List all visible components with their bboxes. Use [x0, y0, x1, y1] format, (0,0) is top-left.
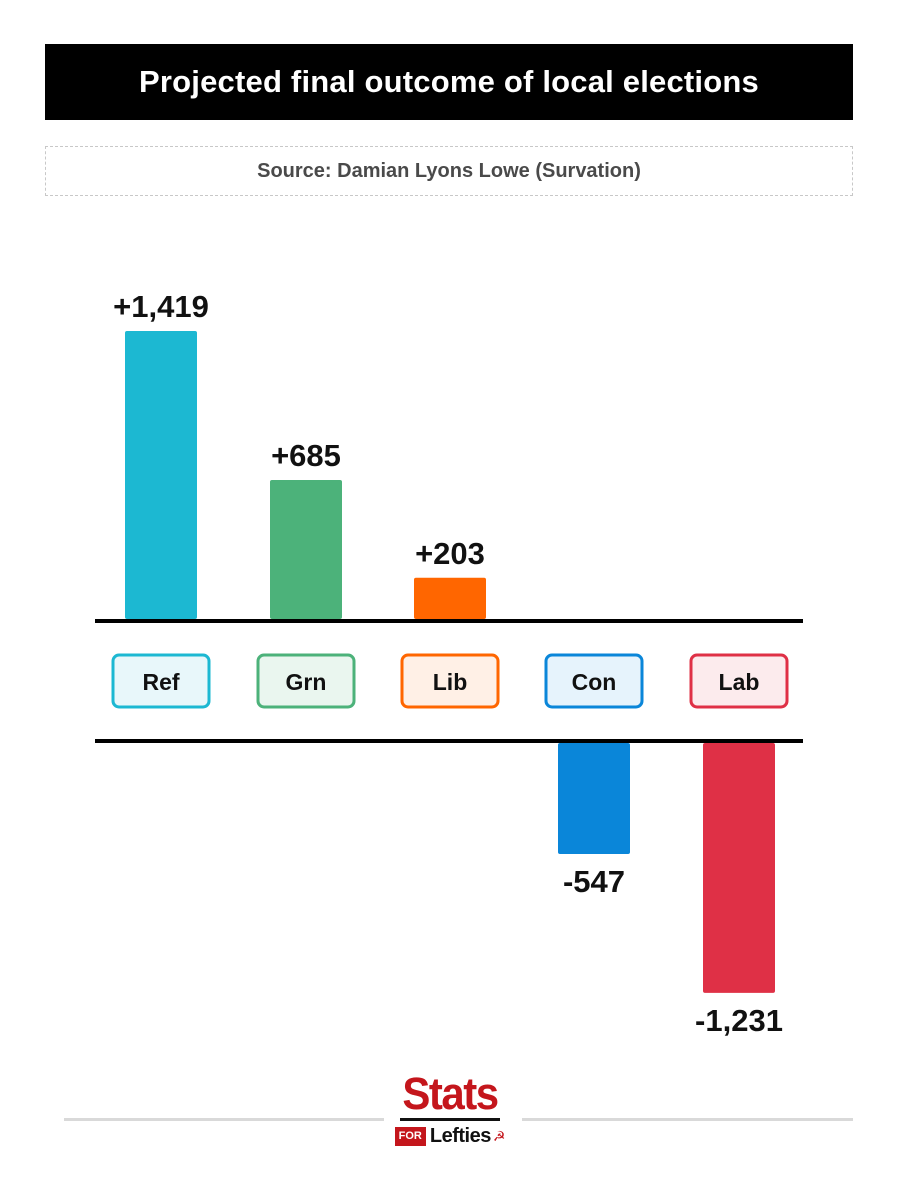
- category-label-lab: Lab: [719, 669, 760, 695]
- bar-con: [558, 743, 630, 855]
- stats-for-lefties-logo: Stats FOR Lefties ☭: [394, 1068, 505, 1148]
- value-label-grn: +685: [271, 438, 341, 473]
- category-box-con: [544, 653, 644, 709]
- bar-ref: [125, 331, 197, 619]
- logo-stats-text: Stats: [402, 1068, 499, 1119]
- logo-lefties-text: Lefties: [429, 1125, 491, 1147]
- category-label-lib: Lib: [433, 669, 468, 695]
- footer-divider-right: [522, 1118, 853, 1121]
- category-label-grn: Grn: [286, 669, 327, 695]
- value-label-lab: -1,231: [695, 1003, 783, 1038]
- logo-for-badge: FOR: [394, 1127, 426, 1146]
- chart-title: Projected final outcome of local electio…: [45, 44, 853, 120]
- value-label-ref: +1,419: [113, 289, 209, 324]
- value-label-lib: +203: [415, 536, 485, 571]
- category-box-grn: [256, 653, 356, 709]
- category-label-ref: Ref: [142, 669, 179, 695]
- chart-subtitle: Source: Damian Lyons Lowe (Survation): [45, 146, 853, 196]
- hammer-sickle-icon: ☭: [492, 1128, 506, 1144]
- category-box-lab: [689, 653, 789, 709]
- bar-lab: [703, 743, 775, 993]
- category-label-con: Con: [572, 669, 617, 695]
- logo-rule: [400, 1118, 500, 1121]
- category-box-lib: [400, 653, 500, 709]
- category-box-ref: [111, 653, 211, 709]
- value-label-con: -547: [563, 864, 625, 899]
- footer-divider-left: [64, 1118, 384, 1121]
- bar-lib: [414, 577, 486, 619]
- bar-grn: [270, 479, 342, 619]
